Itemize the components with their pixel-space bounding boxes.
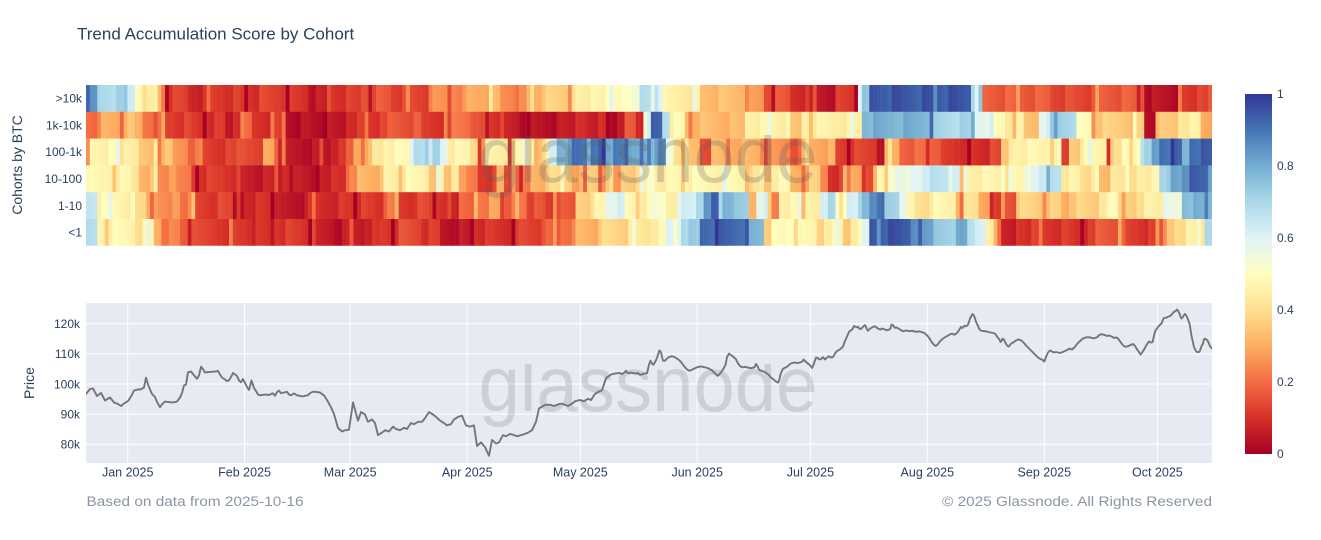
svg-text:100k: 100k — [54, 377, 81, 391]
svg-text:Mar 2025: Mar 2025 — [324, 466, 377, 480]
svg-text:Jul 2025: Jul 2025 — [787, 466, 834, 480]
svg-text:1k-10k: 1k-10k — [46, 118, 83, 132]
svg-text:100-1k: 100-1k — [45, 145, 83, 159]
svg-text:Trend Accumulation Score by Co: Trend Accumulation Score by Cohort — [77, 25, 354, 44]
svg-text:Feb 2025: Feb 2025 — [218, 466, 271, 480]
svg-text:110k: 110k — [55, 347, 81, 361]
svg-text:Sep 2025: Sep 2025 — [1018, 466, 1072, 480]
svg-text:0.8: 0.8 — [1277, 159, 1294, 173]
svg-text:1: 1 — [1277, 87, 1284, 101]
svg-text:Price: Price — [21, 367, 37, 399]
svg-text:glassnode: glassnode — [479, 111, 818, 199]
svg-text:© 2025 Glassnode. All Rights R: © 2025 Glassnode. All Rights Reserved — [942, 494, 1212, 509]
svg-text:Cohorts by BTC: Cohorts by BTC — [9, 115, 25, 215]
svg-text:May 2025: May 2025 — [553, 466, 608, 480]
svg-text:Apr 2025: Apr 2025 — [442, 466, 493, 480]
svg-text:Aug 2025: Aug 2025 — [901, 466, 955, 480]
svg-text:0.4: 0.4 — [1277, 303, 1294, 317]
svg-text:glassnode: glassnode — [479, 340, 818, 428]
svg-text:Jun 2025: Jun 2025 — [671, 466, 722, 480]
svg-text:90k: 90k — [61, 407, 81, 421]
svg-text:0: 0 — [1277, 447, 1284, 461]
svg-text:>10k: >10k — [56, 92, 83, 106]
svg-text:0.2: 0.2 — [1277, 375, 1294, 389]
svg-text:Jan 2025: Jan 2025 — [102, 466, 153, 480]
svg-text:Based on data from 2025-10-16: Based on data from 2025-10-16 — [87, 494, 304, 509]
svg-text:80k: 80k — [61, 438, 81, 452]
svg-text:0.6: 0.6 — [1277, 231, 1294, 245]
svg-text:10-100: 10-100 — [45, 172, 83, 186]
svg-text:1-10: 1-10 — [58, 199, 82, 213]
svg-text:Oct 2025: Oct 2025 — [1132, 466, 1183, 480]
svg-text:120k: 120k — [54, 317, 81, 331]
svg-text:<1: <1 — [68, 226, 82, 240]
